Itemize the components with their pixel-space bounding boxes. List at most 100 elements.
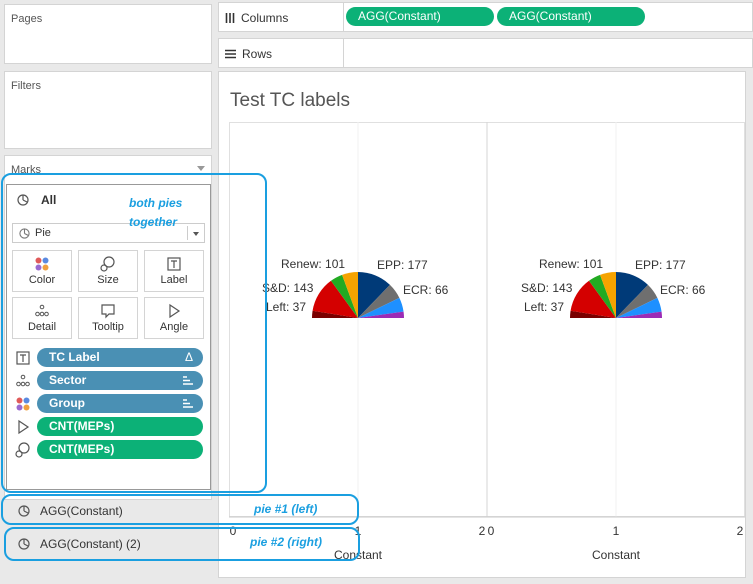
field-row-cnt-meps-size[interactable]: CNT(MEPs): [15, 440, 203, 460]
field-row-group[interactable]: Group: [15, 394, 203, 414]
angle-icon: [18, 419, 30, 435]
tooltip-button[interactable]: Tooltip: [78, 297, 138, 339]
pie-label: ECR: 66: [660, 283, 706, 297]
pie-slice[interactable]: [616, 272, 648, 318]
pie-label: ECR: 66: [403, 283, 449, 297]
columns-icon: [225, 13, 235, 23]
pie-slice[interactable]: [312, 310, 358, 318]
field-row-cnt-meps-angle[interactable]: CNT(MEPs): [15, 417, 203, 437]
sort-icon: [183, 376, 193, 385]
pie-slice[interactable]: [570, 310, 616, 318]
pie-slice[interactable]: [358, 272, 390, 318]
annotation-pie2: pie #2 (right): [250, 535, 323, 549]
marks-all-tab[interactable]: All: [7, 185, 210, 215]
pie-slice[interactable]: [588, 274, 616, 318]
pie-slice[interactable]: [570, 280, 616, 318]
rows-label: Rows: [242, 47, 273, 61]
pie-labels-right: Renew: 101 EPP: 177 S&D: 143 ECR: 66 Lef…: [521, 257, 706, 314]
pie-label: EPP: 177: [377, 258, 428, 272]
pages-shelf[interactable]: Pages: [4, 4, 212, 64]
x-tick-label: 1: [613, 524, 620, 538]
pie-mark-icon: [19, 228, 30, 239]
field-pill[interactable]: CNT(MEPs): [37, 440, 203, 459]
pie-label: Renew: 101: [281, 257, 345, 271]
detail-icon: [16, 374, 30, 387]
marks-tab-agg-constant-2[interactable]: AGG(Constant) (2): [6, 532, 211, 556]
chart-area: Renew: 101 EPP: 177 S&D: 143 ECR: 66 Lef…: [229, 122, 745, 562]
marks-tab-label: AGG(Constant): [40, 504, 123, 518]
columns-shelf[interactable]: Columns AGG(Constant) AGG(Constant): [218, 2, 753, 32]
field-pill[interactable]: CNT(MEPs): [37, 417, 203, 436]
pie-label: Left: 37: [524, 300, 564, 314]
pie-slice[interactable]: [312, 280, 358, 318]
color-button[interactable]: Color: [12, 250, 72, 292]
marks-tab-label: AGG(Constant) (2): [40, 537, 141, 551]
annotation-marks-text: both pies together: [129, 196, 183, 229]
annotation-marks: both pies together: [129, 194, 209, 232]
color-icon: [16, 397, 30, 411]
delta-icon: Δ: [184, 350, 193, 364]
x-tick-label: 0: [230, 524, 237, 538]
field-pill-label: CNT(MEPs): [49, 419, 115, 433]
pie-slice[interactable]: [358, 297, 404, 318]
field-row-sector[interactable]: Sector: [15, 371, 203, 391]
pie-slice[interactable]: [358, 311, 404, 318]
annotation-pie1: pie #1 (left): [254, 502, 318, 516]
pie-label: S&D: 143: [521, 281, 573, 295]
color-icon: [35, 257, 49, 271]
shelf-separator: [343, 39, 344, 67]
pie-slice[interactable]: [342, 272, 358, 318]
pie-slice[interactable]: [616, 297, 662, 318]
pie-chart-right: [570, 272, 662, 318]
columns-shelf-label: Columns: [225, 11, 288, 25]
worksheet-view: Test TC labels Renew: 101 EPP: 177 S&D: …: [218, 71, 746, 578]
pie-mark-icon: [18, 538, 30, 550]
columns-pill-label: AGG(Constant): [509, 9, 592, 23]
field-pill[interactable]: Sector: [37, 371, 203, 390]
tooltip-icon: [101, 304, 115, 319]
detail-button-label: Detail: [27, 321, 57, 333]
field-pill[interactable]: TC Label Δ: [37, 348, 203, 367]
filters-shelf[interactable]: Filters: [4, 71, 212, 149]
rows-icon: [225, 49, 236, 59]
pie-labels-left: Renew: 101 EPP: 177 S&D: 143 ECR: 66 Lef…: [262, 257, 449, 314]
tooltip-button-label: Tooltip: [92, 321, 124, 333]
rows-shelf-label: Rows: [225, 47, 272, 61]
marks-tab-agg-constant[interactable]: AGG(Constant): [6, 499, 211, 523]
label-button-label: Label: [160, 274, 188, 286]
label-button[interactable]: Label: [144, 250, 204, 292]
mark-type-dropdown[interactable]: Pie: [12, 223, 205, 243]
marks-card-all: All Pie Color Size Label Detail Tooltip …: [6, 184, 211, 490]
annotation-box-marks: [1, 173, 267, 493]
sort-icon: [183, 399, 193, 408]
pie-mark-icon: [18, 505, 30, 517]
field-row-tc-label[interactable]: TC Label Δ: [15, 348, 203, 368]
rows-shelf[interactable]: Rows: [218, 38, 753, 68]
angle-button-label: Angle: [159, 321, 189, 333]
field-pill-label: Group: [49, 396, 85, 410]
pie-slice[interactable]: [616, 284, 658, 318]
pie-slice[interactable]: [358, 284, 400, 318]
columns-pill[interactable]: AGG(Constant): [497, 7, 645, 26]
pie-slice[interactable]: [330, 274, 358, 318]
columns-pill[interactable]: AGG(Constant): [346, 7, 494, 26]
size-button-label: Size: [97, 274, 119, 286]
pie-label: S&D: 143: [262, 281, 314, 295]
detail-icon: [35, 304, 49, 317]
pie-slice[interactable]: [616, 311, 662, 318]
field-pill-label: TC Label: [49, 350, 100, 364]
angle-button[interactable]: Angle: [144, 297, 204, 339]
field-pill[interactable]: Group: [37, 394, 203, 413]
dropdown-separator: [187, 226, 188, 240]
mark-type-value: Pie: [35, 227, 51, 239]
x-tick-label: 2: [479, 524, 486, 538]
x-tick-label: 0: [488, 524, 495, 538]
shelf-separator: [343, 3, 344, 31]
size-button[interactable]: Size: [78, 250, 138, 292]
x-tick-label: 2: [737, 524, 744, 538]
field-pill-label: CNT(MEPs): [49, 442, 115, 456]
marks-collapse-icon[interactable]: [197, 166, 205, 171]
detail-button[interactable]: Detail: [12, 297, 72, 339]
size-icon: [100, 256, 115, 272]
pie-slice[interactable]: [600, 272, 616, 318]
